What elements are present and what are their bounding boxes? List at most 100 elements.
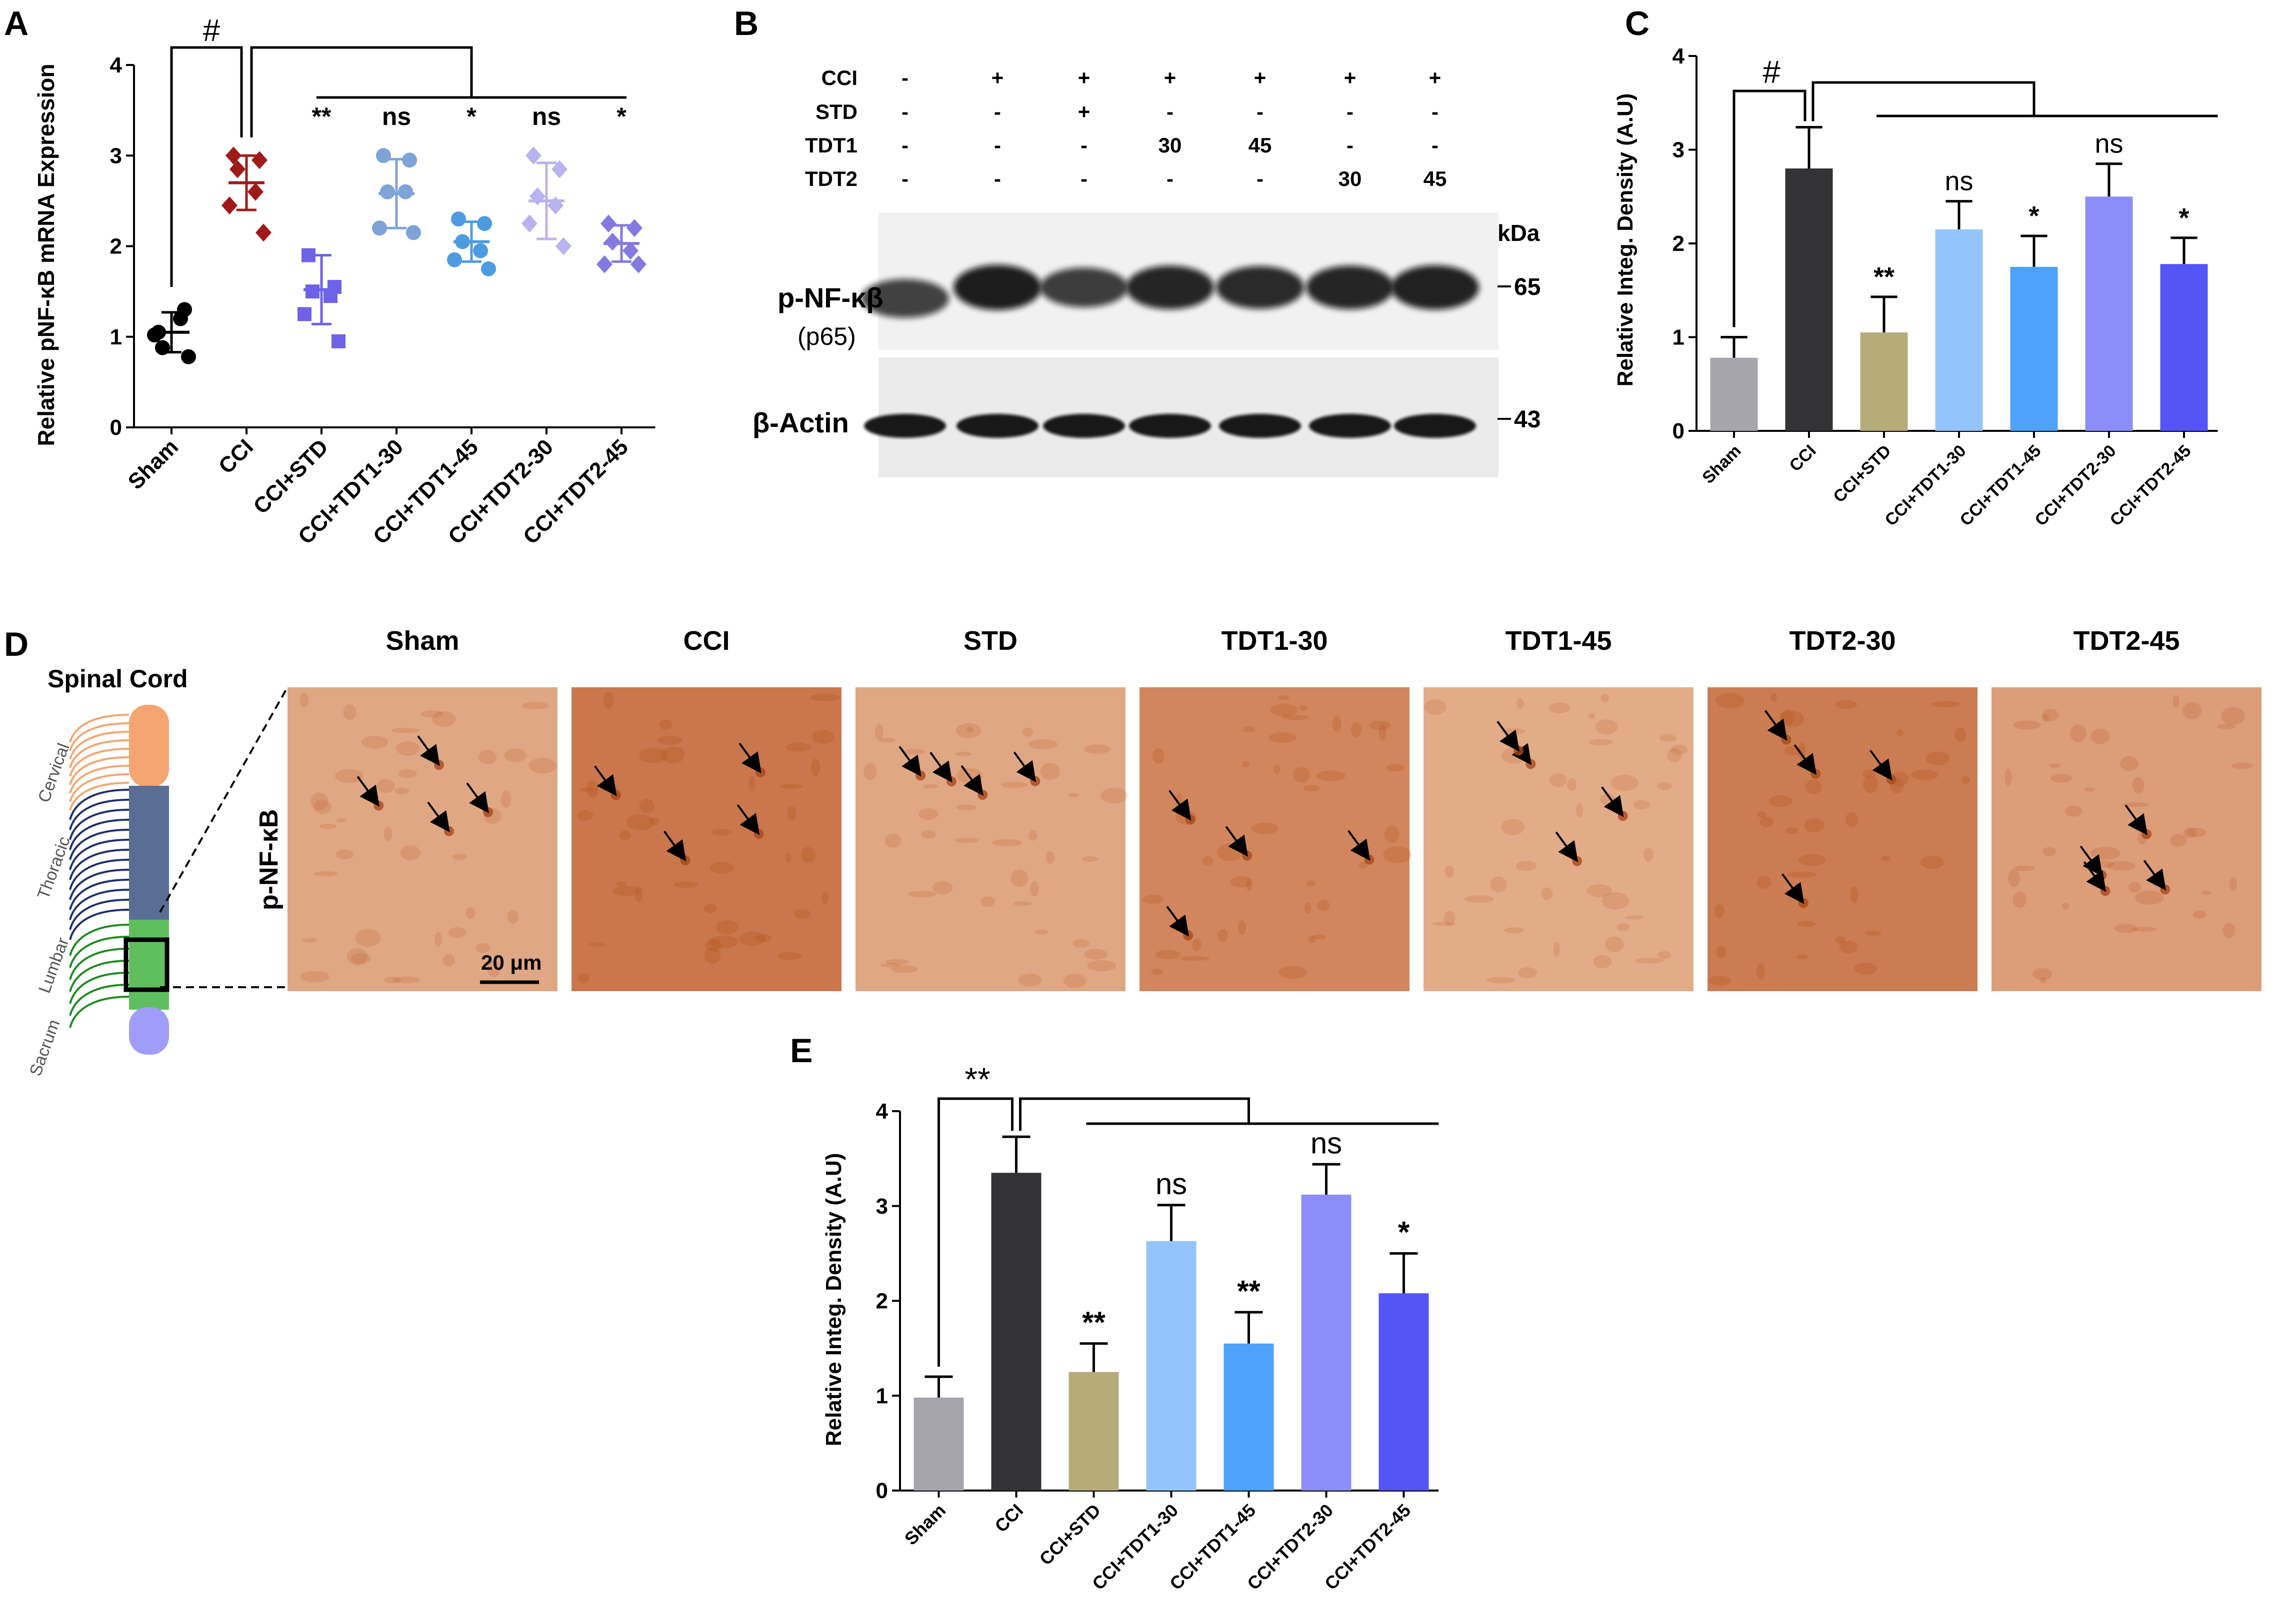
tissue-texture	[1805, 779, 1822, 794]
tissue-texture	[1100, 788, 1128, 804]
tissue-texture	[1657, 951, 1672, 959]
tissue-texture	[452, 853, 467, 861]
bar	[2010, 266, 2058, 431]
blot-cell: 45	[1248, 133, 1272, 157]
tissue-texture	[992, 839, 1022, 847]
y-tick-label: 1	[876, 1384, 888, 1408]
data-point	[406, 225, 421, 240]
cell-arrow	[1764, 710, 1788, 741]
tissue-texture	[1216, 843, 1243, 861]
tissue-texture	[634, 886, 643, 903]
tissue-texture	[1180, 956, 1210, 961]
tissue-texture	[1834, 700, 1858, 709]
tissue-texture	[787, 806, 796, 821]
tissue-texture	[918, 808, 938, 820]
data-point	[477, 216, 492, 231]
blot-cell: -	[994, 167, 1001, 190]
stained-cell	[1618, 811, 1628, 821]
micrograph-background	[1992, 687, 2262, 991]
panel-letter-d: D	[4, 625, 28, 663]
tissue-texture	[1516, 698, 1524, 709]
tissue-texture	[346, 948, 368, 965]
tissue-texture	[1835, 936, 1846, 944]
micrograph-background	[288, 687, 558, 991]
tissue-texture	[1358, 861, 1368, 869]
tissue-texture	[1378, 724, 1386, 741]
tissue-texture	[1384, 825, 1400, 843]
blot-cell: -	[902, 100, 908, 123]
tissue-texture	[1383, 846, 1412, 863]
tissue-texture	[1350, 722, 1362, 737]
data-point	[630, 255, 646, 273]
tissue-texture	[661, 746, 685, 764]
tissue-texture	[1954, 727, 1966, 742]
tissue-texture	[1230, 876, 1252, 888]
tissue-texture	[921, 830, 936, 839]
actin-band	[1309, 414, 1391, 438]
data-point	[548, 196, 564, 214]
tissue-texture	[2084, 787, 2095, 792]
tissue-texture	[1961, 776, 1970, 784]
protein-band	[1126, 265, 1214, 309]
stained-cell	[2160, 884, 2170, 895]
cell-arrow	[1168, 790, 1192, 821]
tissue-texture	[1633, 800, 1650, 810]
x-tick-label: CCI	[990, 1500, 1027, 1537]
cell-arrow	[1870, 750, 1892, 781]
bracket-sham-cci-label: #	[1762, 54, 1780, 90]
tissue-texture	[1299, 705, 1308, 711]
tissue-texture	[504, 748, 526, 762]
data-point	[398, 184, 413, 199]
nerve-root	[69, 773, 130, 802]
tissue-texture	[2170, 834, 2187, 847]
tissue-texture	[300, 692, 309, 708]
data-point	[380, 184, 395, 199]
tissue-texture	[392, 976, 420, 983]
blot-cell: -	[1256, 167, 1264, 190]
tissue-texture	[1000, 781, 1028, 788]
tissue-texture	[2042, 847, 2056, 856]
tissue-texture	[1804, 818, 1825, 833]
tissue-texture	[1786, 827, 1798, 835]
significance-label: *	[616, 102, 626, 130]
cell-arrow	[1782, 873, 1804, 904]
tissue-texture	[2229, 877, 2237, 891]
tissue-texture	[1768, 795, 1792, 807]
sacrum-segment	[129, 1007, 169, 1055]
nerve-root	[69, 948, 130, 980]
significance-label: **	[312, 102, 332, 130]
tissue-texture	[879, 738, 896, 743]
tissue-texture	[875, 724, 884, 741]
tissue-texture	[1716, 945, 1726, 958]
western-blot: CCI - + + + + + + STD - - + - - - - TDT1 - - - 30 45 - - TDT2 - - -…	[752, 66, 1540, 477]
y-tick-label: 0	[110, 415, 122, 440]
tissue-texture	[1084, 744, 1111, 754]
tissue-texture	[2065, 805, 2082, 817]
tissue-texture	[1072, 939, 1090, 948]
tissue-texture	[500, 790, 512, 808]
tissue-texture	[487, 961, 501, 978]
tissue-texture	[1278, 966, 1307, 979]
blot-row-label: TDT1	[805, 133, 858, 157]
bar	[914, 1398, 964, 1491]
stained-cell	[1572, 856, 1582, 866]
stained-cell	[2100, 886, 2110, 896]
stained-cell	[610, 790, 621, 800]
bracket-sham-cci	[170, 46, 243, 287]
tissue-texture	[1306, 881, 1316, 887]
data-point	[376, 148, 391, 163]
tissue-texture	[1756, 963, 1765, 980]
data-point	[298, 307, 312, 321]
data-point	[256, 223, 272, 242]
tissue-texture	[2012, 891, 2027, 908]
blot-kda-label: kDa	[1498, 220, 1540, 246]
nerve-root	[69, 731, 130, 760]
data-point	[372, 220, 387, 236]
nerve-root	[69, 899, 130, 930]
data-point	[604, 232, 620, 251]
blot-marker-65: 65	[1514, 274, 1540, 300]
tissue-texture	[2121, 802, 2150, 807]
tissue-texture	[314, 799, 332, 814]
protein-band	[861, 279, 949, 318]
tissue-texture	[810, 758, 820, 776]
